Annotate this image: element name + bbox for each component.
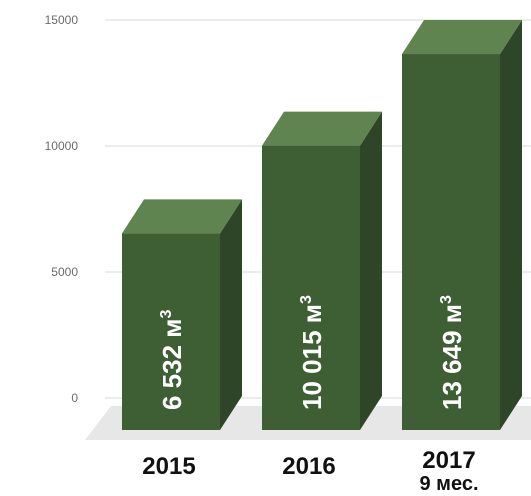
y-tick-label-10000: 10000 [45, 139, 79, 153]
x-tick-label-2016: 2016 [282, 453, 335, 480]
bar-2015: 6 532 м3 [122, 199, 242, 430]
bar-front-2016 [262, 145, 360, 430]
bar-top-2015 [122, 199, 242, 234]
bar-2017: 13 649 м3 [402, 20, 522, 431]
bars: 6 532 м3 10 015 м3 13 649 м3 [122, 20, 522, 431]
bar-side-2015 [220, 199, 242, 430]
unit-superscript: 3 [438, 295, 455, 304]
bar-value-label-2016: 10 015 м3 [297, 295, 327, 410]
y-axis-ticks: 0 5000 10000 15000 [45, 13, 79, 405]
y-tick-label-15000: 15000 [45, 13, 79, 27]
x-tick-sublabel-2017: 9 мес. [419, 473, 478, 495]
bar-front-2015 [122, 233, 220, 430]
bar-side-2016 [360, 111, 382, 430]
y-tick-label-0: 0 [71, 391, 78, 405]
unit-superscript: 3 [298, 295, 315, 304]
bar-value-label-2017: 13 649 м3 [437, 295, 467, 410]
unit-superscript: 3 [158, 309, 175, 318]
bar-value-label-2015: 6 532 м3 [157, 309, 187, 410]
x-tick-label-2017: 2017 [422, 447, 475, 474]
bar-2016: 10 015 м3 [262, 111, 382, 430]
bar-front-2017 [402, 54, 500, 431]
y-tick-label-5000: 5000 [51, 265, 78, 279]
bar-top-2017 [402, 20, 522, 55]
x-tick-label-2015: 2015 [142, 453, 195, 480]
bar-side-2017 [500, 20, 522, 431]
bar-top-2016 [262, 111, 382, 146]
